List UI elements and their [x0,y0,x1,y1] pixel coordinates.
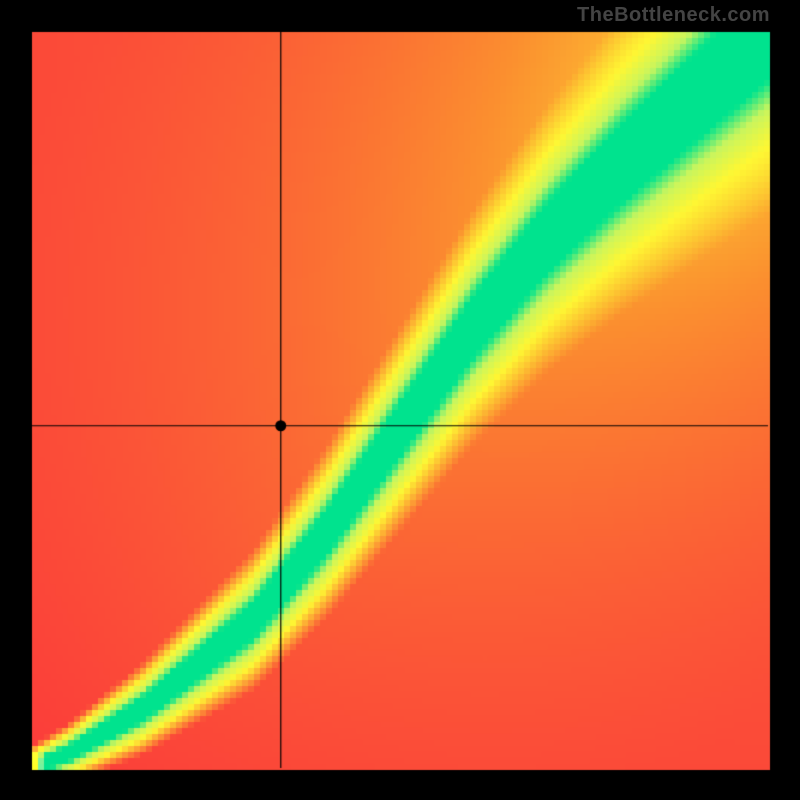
watermark-text: TheBottleneck.com [577,4,770,27]
chart-container: TheBottleneck.com [0,0,800,800]
heatmap-canvas [0,0,800,800]
